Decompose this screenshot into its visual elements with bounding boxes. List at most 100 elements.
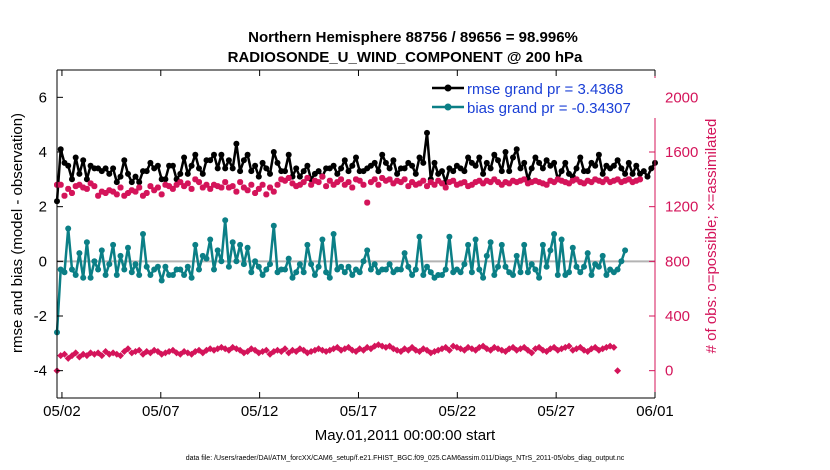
rmse-point (207, 157, 214, 164)
bias-point (181, 272, 188, 278)
assimilated-point (599, 179, 606, 186)
y-right-tick-label: 400 (665, 308, 690, 325)
assimilated-point (457, 180, 464, 187)
bias-point (136, 272, 143, 278)
bias-point (543, 263, 550, 270)
rmse-point (154, 162, 161, 169)
assimilated-point (222, 179, 229, 186)
bias-point (401, 250, 408, 257)
x-axis-label: May.01,2011 00:00:00 start (315, 427, 496, 444)
rmse-point (255, 173, 262, 180)
rmse-point (69, 176, 75, 183)
rmse-point (521, 159, 528, 166)
assimilated-point (244, 187, 251, 194)
rmse-point (106, 170, 113, 177)
bias-point (158, 277, 165, 284)
assimilated-point (285, 174, 292, 181)
assimilated-point (360, 181, 367, 188)
rmse-point (192, 151, 199, 158)
x-tick-label: 05/12 (241, 403, 279, 420)
assimilated-point (577, 179, 584, 186)
bias-point (121, 266, 128, 273)
assimilated-point (151, 187, 158, 194)
possible-point (61, 350, 68, 358)
bias-point (196, 266, 202, 273)
assimilated-point (532, 177, 539, 184)
assimilated-point (524, 180, 531, 187)
rmse-point (539, 165, 546, 172)
possible-point (445, 346, 453, 354)
rmse-point (244, 151, 251, 158)
y-left-tick-label: 0 (39, 253, 47, 270)
assimilated-point (353, 176, 359, 183)
bias-point (345, 263, 352, 270)
rmse-point (487, 165, 494, 172)
rmse-point (293, 165, 300, 172)
bias-point (80, 274, 87, 281)
assimilated-point (113, 191, 120, 198)
bias-point (244, 244, 251, 251)
rmse-point (562, 159, 569, 166)
rmse-point (296, 173, 303, 180)
rmse-point (409, 162, 416, 169)
bias-point (551, 231, 558, 237)
rmse-point (558, 168, 565, 175)
bias-point (397, 266, 404, 273)
assimilated-point (424, 183, 431, 190)
assimilated-point (371, 176, 378, 183)
rmse-point (169, 162, 176, 169)
bias-point (69, 266, 75, 273)
x-tick-label: 05/17 (340, 403, 378, 420)
rmse-point (83, 176, 90, 183)
assimilated-point (326, 177, 333, 184)
bias-point (300, 269, 307, 276)
y-axis-left-label: rmse and bias (model - observation) (9, 113, 26, 353)
bias-point (296, 261, 303, 268)
rmse-point (211, 151, 217, 158)
bias-point (603, 272, 610, 278)
assimilated-point (625, 176, 632, 183)
y-left-tick-label: 6 (39, 89, 47, 106)
rmse-point (259, 159, 266, 166)
assimilated-point (618, 179, 625, 186)
assimilated-point (427, 179, 434, 186)
bias-point (128, 269, 135, 276)
assimilated-point (281, 177, 288, 184)
assimilated-point (143, 190, 150, 196)
assimilated-point (304, 174, 311, 181)
assimilated-point (495, 179, 502, 186)
rmse-point (517, 165, 524, 172)
assimilated-point (491, 176, 498, 183)
assimilated-point (476, 177, 483, 184)
bias-point (169, 272, 176, 278)
possible-point (565, 342, 573, 350)
assimilated-point (435, 177, 442, 184)
rmse-point (76, 170, 83, 177)
rmse-point (614, 157, 621, 164)
rmse-point (162, 176, 169, 183)
rmse-point (371, 159, 378, 166)
y-right-tick-label: 2000 (665, 89, 698, 106)
bias-point (132, 261, 139, 268)
rmse-point (341, 157, 348, 164)
bias-point (207, 236, 214, 243)
bias-point (382, 266, 389, 273)
bias-point (461, 261, 468, 268)
assimilated-point (188, 185, 195, 192)
assimilated-point (125, 190, 132, 196)
assimilated-point (614, 176, 621, 183)
assimilated-point (267, 184, 274, 191)
assimilated-point (633, 177, 640, 184)
bias-point (618, 258, 625, 265)
assimilated-point (554, 176, 561, 183)
bias-point (184, 263, 191, 270)
assimilated-point (446, 179, 453, 186)
rmse-point (177, 170, 184, 177)
chart-marks (53, 129, 658, 375)
chart-axes: 05/02 05/07 05/12 05/17 05/22 05/27 06/01 -4 -2 0… (34, 69, 698, 420)
assimilated-point (274, 181, 281, 188)
bias-point (237, 241, 244, 248)
rmse-point (528, 165, 535, 172)
assimilated-point (68, 190, 75, 196)
assimilated-point (315, 179, 322, 186)
